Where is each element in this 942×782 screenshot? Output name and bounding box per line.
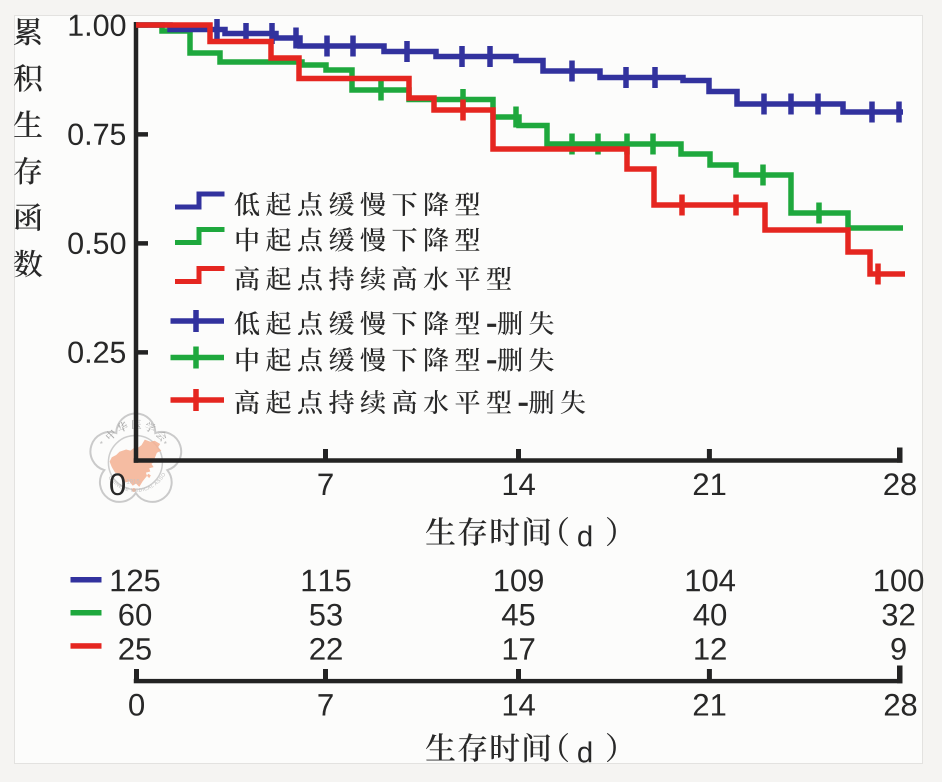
svg-text:*: * <box>164 440 167 449</box>
svg-text:·1915·: ·1915· <box>124 480 141 486</box>
svg-text:*: * <box>100 440 103 449</box>
